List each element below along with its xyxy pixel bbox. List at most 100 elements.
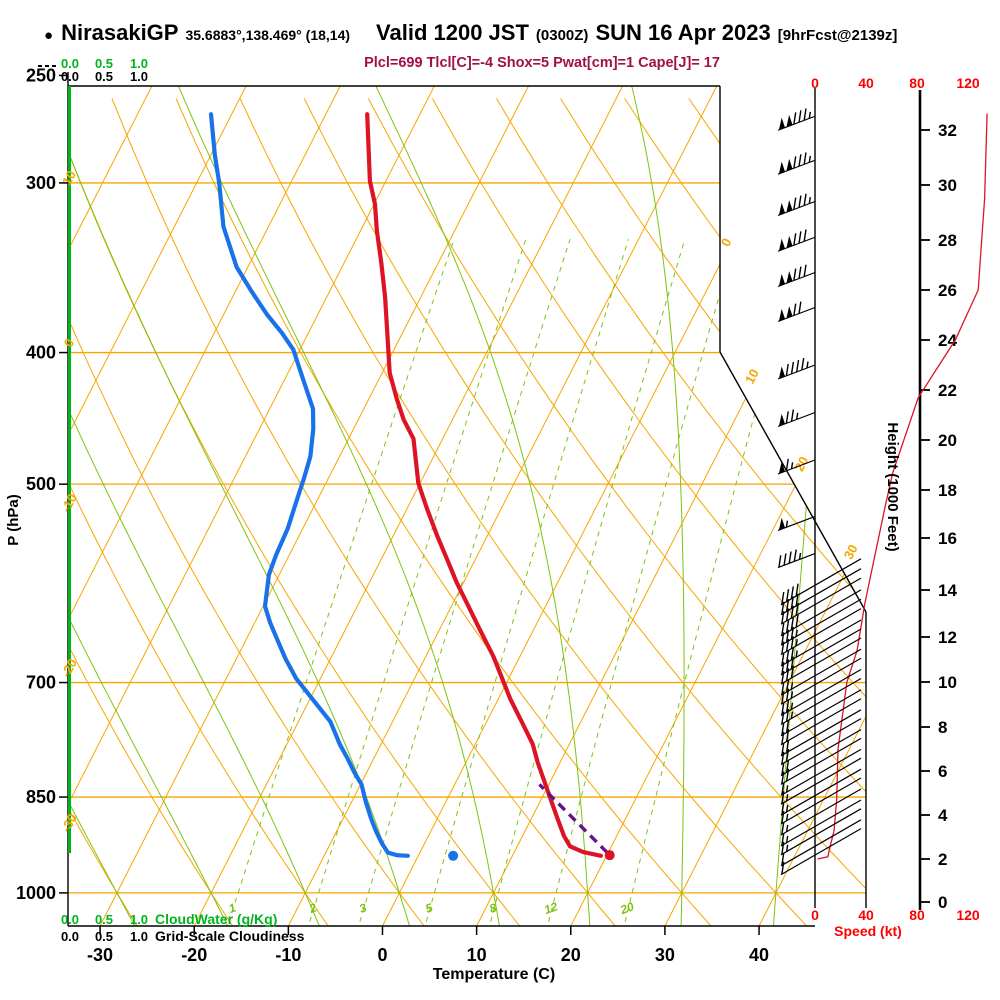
mixing-ratio-value-label: 3 [357,900,368,916]
wind-barb-half [798,552,802,560]
wind-barb-staff [780,689,862,737]
cloudiness-scale-tick-bottom: 0.5 [95,929,113,944]
wind-barb-full [793,303,797,316]
wind-barb-full [785,650,790,663]
wind-barb-pennant [786,114,793,128]
mixing-ratio-line [490,238,686,922]
pressure-tick-label: 700 [26,673,56,693]
wind-barb-full [783,553,787,566]
dry-adiabat-line [367,98,866,926]
wind-barb-half [785,844,789,852]
surface-temperature-dot [604,850,615,861]
wind-barb-full [798,301,802,314]
wind-barb-half [790,682,794,690]
wind-barb-staff [777,515,816,531]
speed-tick-label-bottom: 0 [811,907,819,923]
dry-adiabat-line [68,98,330,926]
wind-barb-staff [780,558,862,606]
wind-barb-half [785,835,789,843]
wind-barb-full [781,632,785,645]
isotherm-value-label: 10 [742,366,762,386]
height-tick-label: 4 [938,806,948,825]
wind-barb-staff [780,729,862,777]
dry-adiabat-line [816,98,866,926]
cloudwater-scale-tick-bottom: 0.5 [95,912,113,927]
wind-barb-full [781,782,785,796]
mixing-ratio-line [228,238,455,922]
wind-barb-full [798,195,802,208]
pressure-tick-label: 300 [26,173,56,193]
moist-adiabat-line [68,86,229,926]
wind-barb-full [781,611,785,624]
wind-barb-full [781,722,785,736]
wind-barb-full [803,108,807,121]
parcel-path-dashed [538,783,609,854]
wind-barb-full [790,626,794,640]
wind-barb-staff [777,159,816,175]
dry-adiabat-line [111,98,617,926]
moist-adiabat-line [629,86,685,926]
wind-barb-full [785,720,790,733]
cloudiness-scale-tick-bottom: 1.0 [130,929,148,944]
wind-barb-full [790,596,794,609]
wind-barb-staff [780,808,862,856]
height-tick-label: 6 [938,762,947,781]
mixing-ratio-value-label: 8 [488,900,499,916]
wind-barb-full [793,549,797,562]
isotherm-value-label: 30 [841,542,861,562]
dry-adiabat-value-label: -30 [58,811,80,835]
height-tick-label: 22 [938,381,957,400]
wind-barb-staff [780,768,862,816]
speed-tick-label-bottom: 40 [858,907,874,923]
background-line-field [68,86,866,926]
cloudiness-scale-tick-top: 0.0 [61,69,79,84]
wind-barb-full [781,861,785,875]
wind-barb-staff [780,748,862,796]
wind-barb-staff [780,608,862,656]
wind-barb-pennant [786,271,793,284]
wind-barb-half [808,155,812,163]
wind-barb-full [793,268,797,281]
wind-barb-half [795,639,798,647]
dry-adiabat-value-label: -10 [58,491,80,515]
wind-barb-pennant [778,308,786,322]
wind-barb-full [793,197,797,210]
speed-tick-label-bottom: 80 [909,907,925,923]
cloudwater-scale-label: CloudWater (g/Kg) [155,911,277,927]
wind-barb-pennant [778,366,786,379]
speed-tick-label-top: 80 [909,75,925,91]
forecast-note: [9hrFcst@2139z] [777,27,898,44]
wind-barb-half [790,462,794,469]
valid-date: SUN 16 Apr 2023 [595,20,771,45]
dry-adiabat-line [496,98,866,926]
wind-barb-pennant [786,200,793,213]
height-tick-label: 20 [938,431,957,450]
wind-barb-staff [780,657,862,705]
height-tick-label: 0 [938,893,947,912]
wind-barb-full [781,731,785,745]
height-tick-label: 32 [938,121,957,140]
wind-barb-full [781,601,785,615]
wind-barb-full [785,411,789,424]
wind-barb-staff [780,589,862,637]
wind-barb-staff [780,598,862,646]
wind-barb-staff [777,115,816,131]
dry-adiabat-line [239,98,809,926]
temperature-tick-label: 10 [467,945,487,965]
dry-adiabat-line [68,98,426,926]
wind-barb-full [781,682,785,695]
isotherm-line [287,86,718,926]
isotherm-line [382,86,812,926]
wind-barb-full [785,659,790,672]
station-bullet-icon: ● [44,27,54,44]
wind-barb-half [790,711,794,719]
moist-adiabat-line [175,86,501,926]
valid-zulu: (0300Z) [535,27,589,44]
mixing-ratio-line [359,238,571,922]
wind-barb-half [790,691,794,699]
wind-barb-full [798,266,802,279]
wind-barb-staff [780,819,862,867]
cloudwater-scale-tick-bottom: 1.0 [130,912,148,927]
cloudiness-scale-tick-bottom: 0.0 [61,929,79,944]
